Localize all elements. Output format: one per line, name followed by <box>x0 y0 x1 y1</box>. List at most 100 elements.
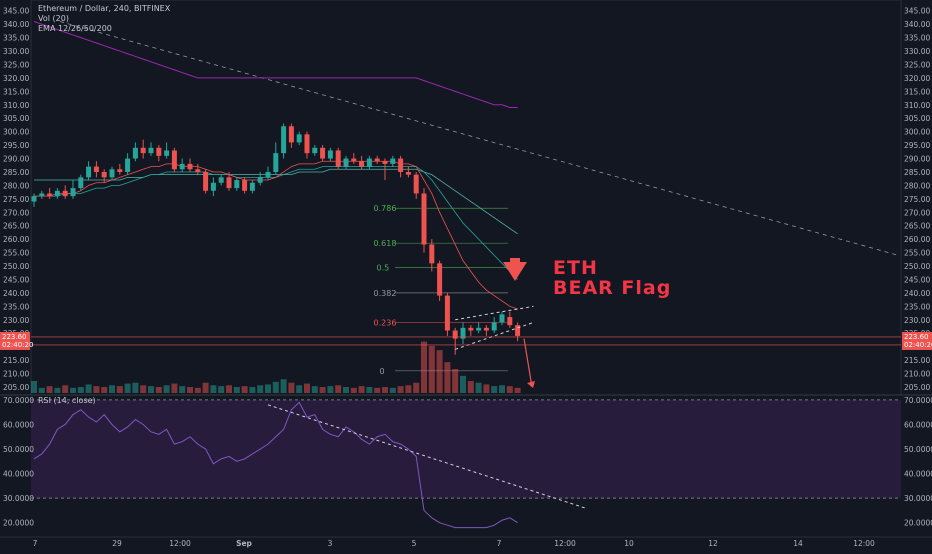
volume-bar <box>257 385 264 393</box>
volume-legend: Vol (20) <box>38 14 69 23</box>
volume-bar <box>296 385 303 393</box>
y-tick-left: 330.00 <box>3 47 29 56</box>
target-arrow-head <box>527 380 535 388</box>
y-tick-left: 245.00 <box>3 275 29 284</box>
volume-bar <box>202 382 209 393</box>
volume-bar <box>436 350 443 393</box>
y-tick-right: 205.00 <box>904 383 930 392</box>
fib-level-label: 0.236 <box>374 318 397 327</box>
price-label-right: 223.60 <box>904 333 929 341</box>
candle-body <box>476 327 482 331</box>
candle-body <box>257 177 263 183</box>
annotation-line-2: BEAR Flag <box>553 277 672 299</box>
volume-bar <box>249 387 256 393</box>
volume-bar <box>187 387 193 393</box>
price-label-left: 223.60 <box>2 333 27 341</box>
volume-bar <box>343 387 349 393</box>
candle-body <box>460 327 466 339</box>
rsi-legend: RSI (14, close) <box>38 396 96 405</box>
candle-body <box>125 158 131 172</box>
volume-bar <box>226 385 232 393</box>
candle-body <box>429 244 435 264</box>
volume-bar <box>311 386 318 393</box>
candle-body <box>515 325 521 336</box>
rsi-tick-right: 60.0000 <box>904 420 932 429</box>
y-tick-left: 285.00 <box>3 168 29 177</box>
candle-body <box>468 327 474 331</box>
y-tick-left: 340.00 <box>3 20 29 29</box>
volume-bar <box>405 385 412 393</box>
x-tick-label: 7 <box>33 539 38 548</box>
volume-bar <box>280 379 287 393</box>
y-tick-left: 300.00 <box>3 128 29 137</box>
volume-bar <box>85 384 92 393</box>
candle-body <box>327 150 333 159</box>
x-tick-label: Sep <box>236 539 252 548</box>
candle-body <box>359 161 365 167</box>
volume-bar <box>491 386 498 393</box>
y-tick-left: 295.00 <box>3 141 29 150</box>
volume-bar <box>132 382 139 393</box>
volume-bar <box>38 387 45 393</box>
volume-bar <box>483 384 490 393</box>
y-tick-left: 290.00 <box>3 155 29 164</box>
candle-body <box>366 158 372 167</box>
volume-bar <box>428 345 435 393</box>
candle-body <box>47 193 53 197</box>
volume-bar <box>31 381 37 393</box>
candle-body <box>187 163 193 170</box>
candle-body <box>132 147 138 159</box>
volume-bar <box>233 387 240 393</box>
x-tick-label: 12:00 <box>554 539 576 548</box>
candle-body <box>483 327 489 331</box>
candle-body <box>171 150 177 170</box>
price-label-right-timer: 02:40:20 <box>904 341 932 349</box>
candle-body <box>304 134 310 154</box>
volume-bar <box>475 382 482 393</box>
bear-flag-annotation: ETH BEAR Flag <box>553 258 671 298</box>
fib-level-label: 0.5 <box>377 263 390 272</box>
candle-body <box>437 263 443 296</box>
price-pane-frame <box>30 0 902 396</box>
candle-body <box>499 314 505 323</box>
volume-bar <box>210 385 217 393</box>
y-tick-right: 300.00 <box>904 128 930 137</box>
ema-legend: EMA 12/26/50/200 <box>38 24 112 33</box>
y-tick-right: 315.00 <box>904 87 930 96</box>
volume-bar <box>514 387 521 393</box>
volume-bar <box>101 387 108 393</box>
volume-bar <box>288 382 295 393</box>
y-tick-right: 330.00 <box>904 47 930 56</box>
x-tick-label: 12:00 <box>169 539 191 548</box>
volume-bar <box>54 387 61 393</box>
symbol-title: Ethereum / Dollar, 240, BITFINEX <box>38 4 171 13</box>
candle-body <box>421 193 427 245</box>
candle-body <box>101 171 107 178</box>
volume-bar <box>124 383 131 393</box>
y-tick-right: 260.00 <box>904 235 930 244</box>
y-tick-right: 255.00 <box>904 249 930 258</box>
ema12-line <box>34 160 518 310</box>
volume-bar <box>413 382 420 393</box>
y-tick-left: 345.00 <box>3 7 29 16</box>
rsi-tick-left: 20.0000 <box>3 519 34 528</box>
y-tick-left: 320.00 <box>3 74 29 83</box>
y-tick-right: 280.00 <box>904 181 930 190</box>
volume-bar <box>77 387 84 393</box>
price-label-left-bg <box>0 331 30 350</box>
candle-body <box>70 188 76 197</box>
y-tick-right: 275.00 <box>904 195 930 204</box>
candle-body <box>335 150 341 167</box>
x-tick-label: 5 <box>412 539 417 548</box>
candle-body <box>382 161 388 164</box>
candle-body <box>195 169 201 172</box>
y-tick-right: 235.00 <box>904 302 930 311</box>
y-tick-left: 325.00 <box>3 60 29 69</box>
volume-bar <box>93 386 100 393</box>
volume-bar <box>421 341 427 393</box>
fib-level-label: 0.786 <box>374 204 397 213</box>
y-tick-right: 230.00 <box>904 316 930 325</box>
volume-bar <box>46 386 53 393</box>
candle-body <box>179 163 185 170</box>
